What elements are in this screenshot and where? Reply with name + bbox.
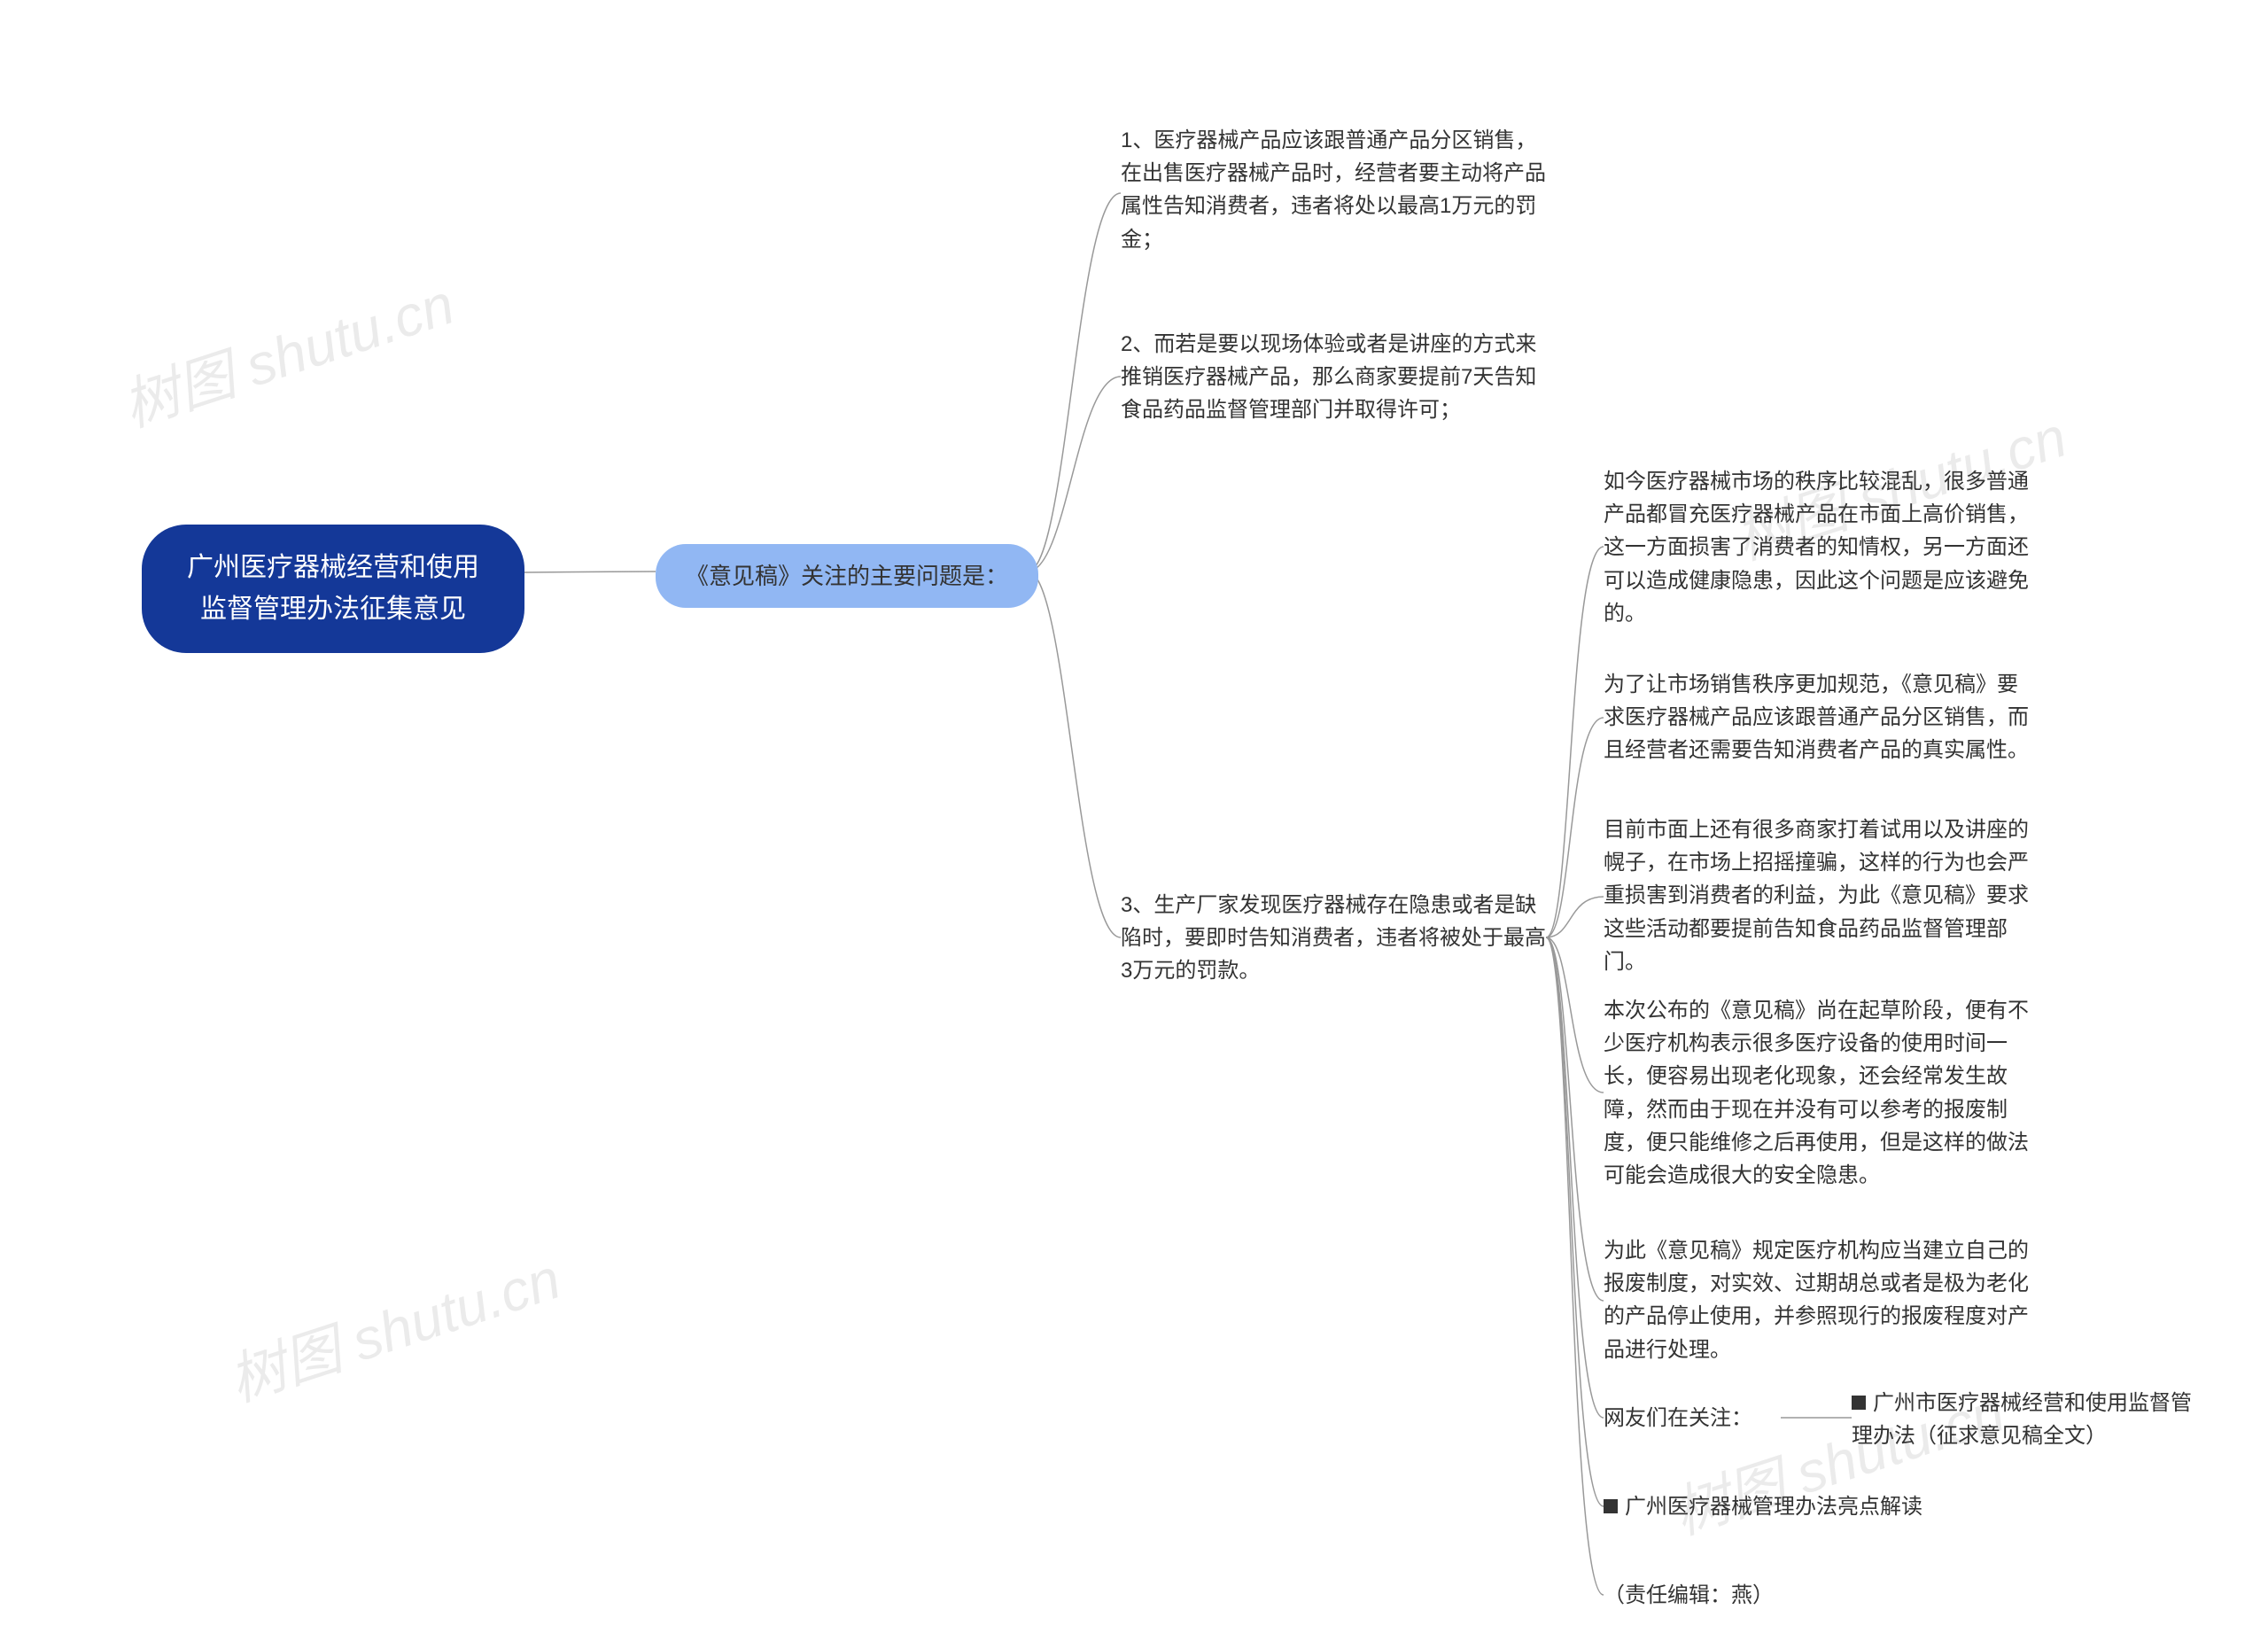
leaf-text: 2、而若是要以现场体验或者是讲座的方式来推销医疗器械产品，那么商家要提前7天告知… (1121, 332, 1536, 422)
leaf-issue-2: 2、而若是要以现场体验或者是讲座的方式来推销医疗器械产品，那么商家要提前7天告知… (1121, 328, 1546, 427)
leaf-text: 为了让市场销售秩序更加规范，《意见稿》要求医疗器械产品应该跟普通产品分区销售，而… (1604, 673, 2029, 762)
leaf-issue-1: 1、医疗器械产品应该跟普通产品分区销售，在出售医疗器械产品时，经营者要主动将产品… (1121, 124, 1546, 256)
leaf-related-1[interactable]: 广州市医疗器械经营和使用监督管理办法（征求意见稿全文） (1852, 1387, 2202, 1452)
leaf-detail-2: 为了让市场销售秩序更加规范，《意见稿》要求医疗器械产品应该跟普通产品分区销售，而… (1604, 668, 2029, 767)
watermark: 树图 shutu.cn (217, 1233, 569, 1417)
branch-main-issues[interactable]: 《意见稿》关注的主要问题是： (656, 544, 1038, 608)
leaf-text: 网友们在关注： (1604, 1406, 1752, 1430)
root-label: 广州医疗器械经营和使用 监督管理办法征集意见 (187, 553, 479, 624)
leaf-text: 目前市面上还有很多商家打着试用以及讲座的幌子，在市场上招摇撞骗，这样的行为也会严… (1604, 818, 2029, 974)
leaf-related-2[interactable]: 广州医疗器械管理办法亮点解读 (1604, 1490, 1976, 1523)
leaf-text: 1、医疗器械产品应该跟普通产品分区销售，在出售医疗器械产品时，经营者要主动将产品… (1121, 128, 1546, 252)
leaf-text: 本次公布的《意见稿》尚在起草阶段，便有不少医疗机构表示很多医疗设备的使用时间一长… (1604, 999, 2029, 1187)
watermark: 树图 shutu.cn (111, 259, 462, 442)
leaf-text: 为此《意见稿》规定医疗机构应当建立自己的报废制度，对实效、过期胡总或者是极为老化… (1604, 1239, 2029, 1362)
bullet-square-icon (1604, 1499, 1618, 1513)
leaf-detail-3: 目前市面上还有很多商家打着试用以及讲座的幌子，在市场上招摇撞骗，这样的行为也会严… (1604, 813, 2029, 978)
leaf-detail-1: 如今医疗器械市场的秩序比较混乱，很多普通产品都冒充医疗器械产品在市面上高价销售，… (1604, 465, 2029, 630)
leaf-related-heading: 网友们在关注： (1604, 1402, 1781, 1435)
leaf-text: （责任编辑：燕） (1604, 1583, 1774, 1607)
leaf-text: 广州医疗器械管理办法亮点解读 (1625, 1495, 1922, 1519)
leaf-detail-5: 为此《意见稿》规定医疗机构应当建立自己的报废制度，对实效、过期胡总或者是极为老化… (1604, 1234, 2029, 1366)
leaf-detail-4: 本次公布的《意见稿》尚在起草阶段，便有不少医疗机构表示很多医疗设备的使用时间一长… (1604, 994, 2036, 1192)
leaf-text: 3、生产厂家发现医疗器械存在隐患或者是缺陷时，要即时告知消费者，违者将被处于最高… (1121, 893, 1546, 983)
branch-label: 《意见稿》关注的主要问题是： (686, 563, 1008, 589)
leaf-issue-3: 3、生产厂家发现医疗器械存在隐患或者是缺陷时，要即时告知消费者，违者将被处于最高… (1121, 889, 1546, 988)
bullet-square-icon (1852, 1396, 1866, 1410)
leaf-text: 如今医疗器械市场的秩序比较混乱，很多普通产品都冒充医疗器械产品在市面上高价销售，… (1604, 470, 2029, 626)
leaf-editor: （责任编辑：燕） (1604, 1579, 1869, 1612)
root-node[interactable]: 广州医疗器械经营和使用 监督管理办法征集意见 (142, 525, 524, 653)
leaf-text: 广州市医疗器械经营和使用监督管理办法（征求意见稿全文） (1852, 1391, 2192, 1448)
